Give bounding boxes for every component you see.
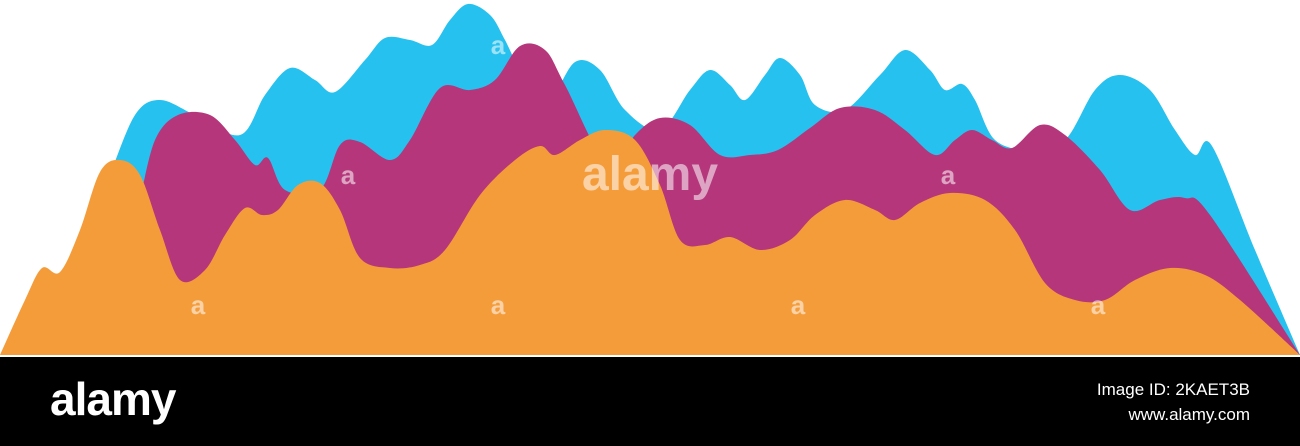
- watermark-mark: a: [791, 290, 806, 320]
- image-id: Image ID: 2KAET3B: [1097, 380, 1250, 399]
- watermark-mark: a: [491, 290, 506, 320]
- watermark-mark: a: [491, 30, 506, 60]
- watermark-mark: a: [341, 160, 356, 190]
- watermark-mark: a: [1091, 290, 1106, 320]
- watermark-mark: a: [941, 160, 956, 190]
- footer-bar: [0, 357, 1300, 446]
- watermark-mark: a: [191, 290, 206, 320]
- orange-waves: [0, 130, 1300, 355]
- footer-logo: alamy: [50, 373, 177, 425]
- watermark-logo: alamy: [582, 148, 718, 201]
- footer-url: www.alamy.com: [1127, 405, 1250, 424]
